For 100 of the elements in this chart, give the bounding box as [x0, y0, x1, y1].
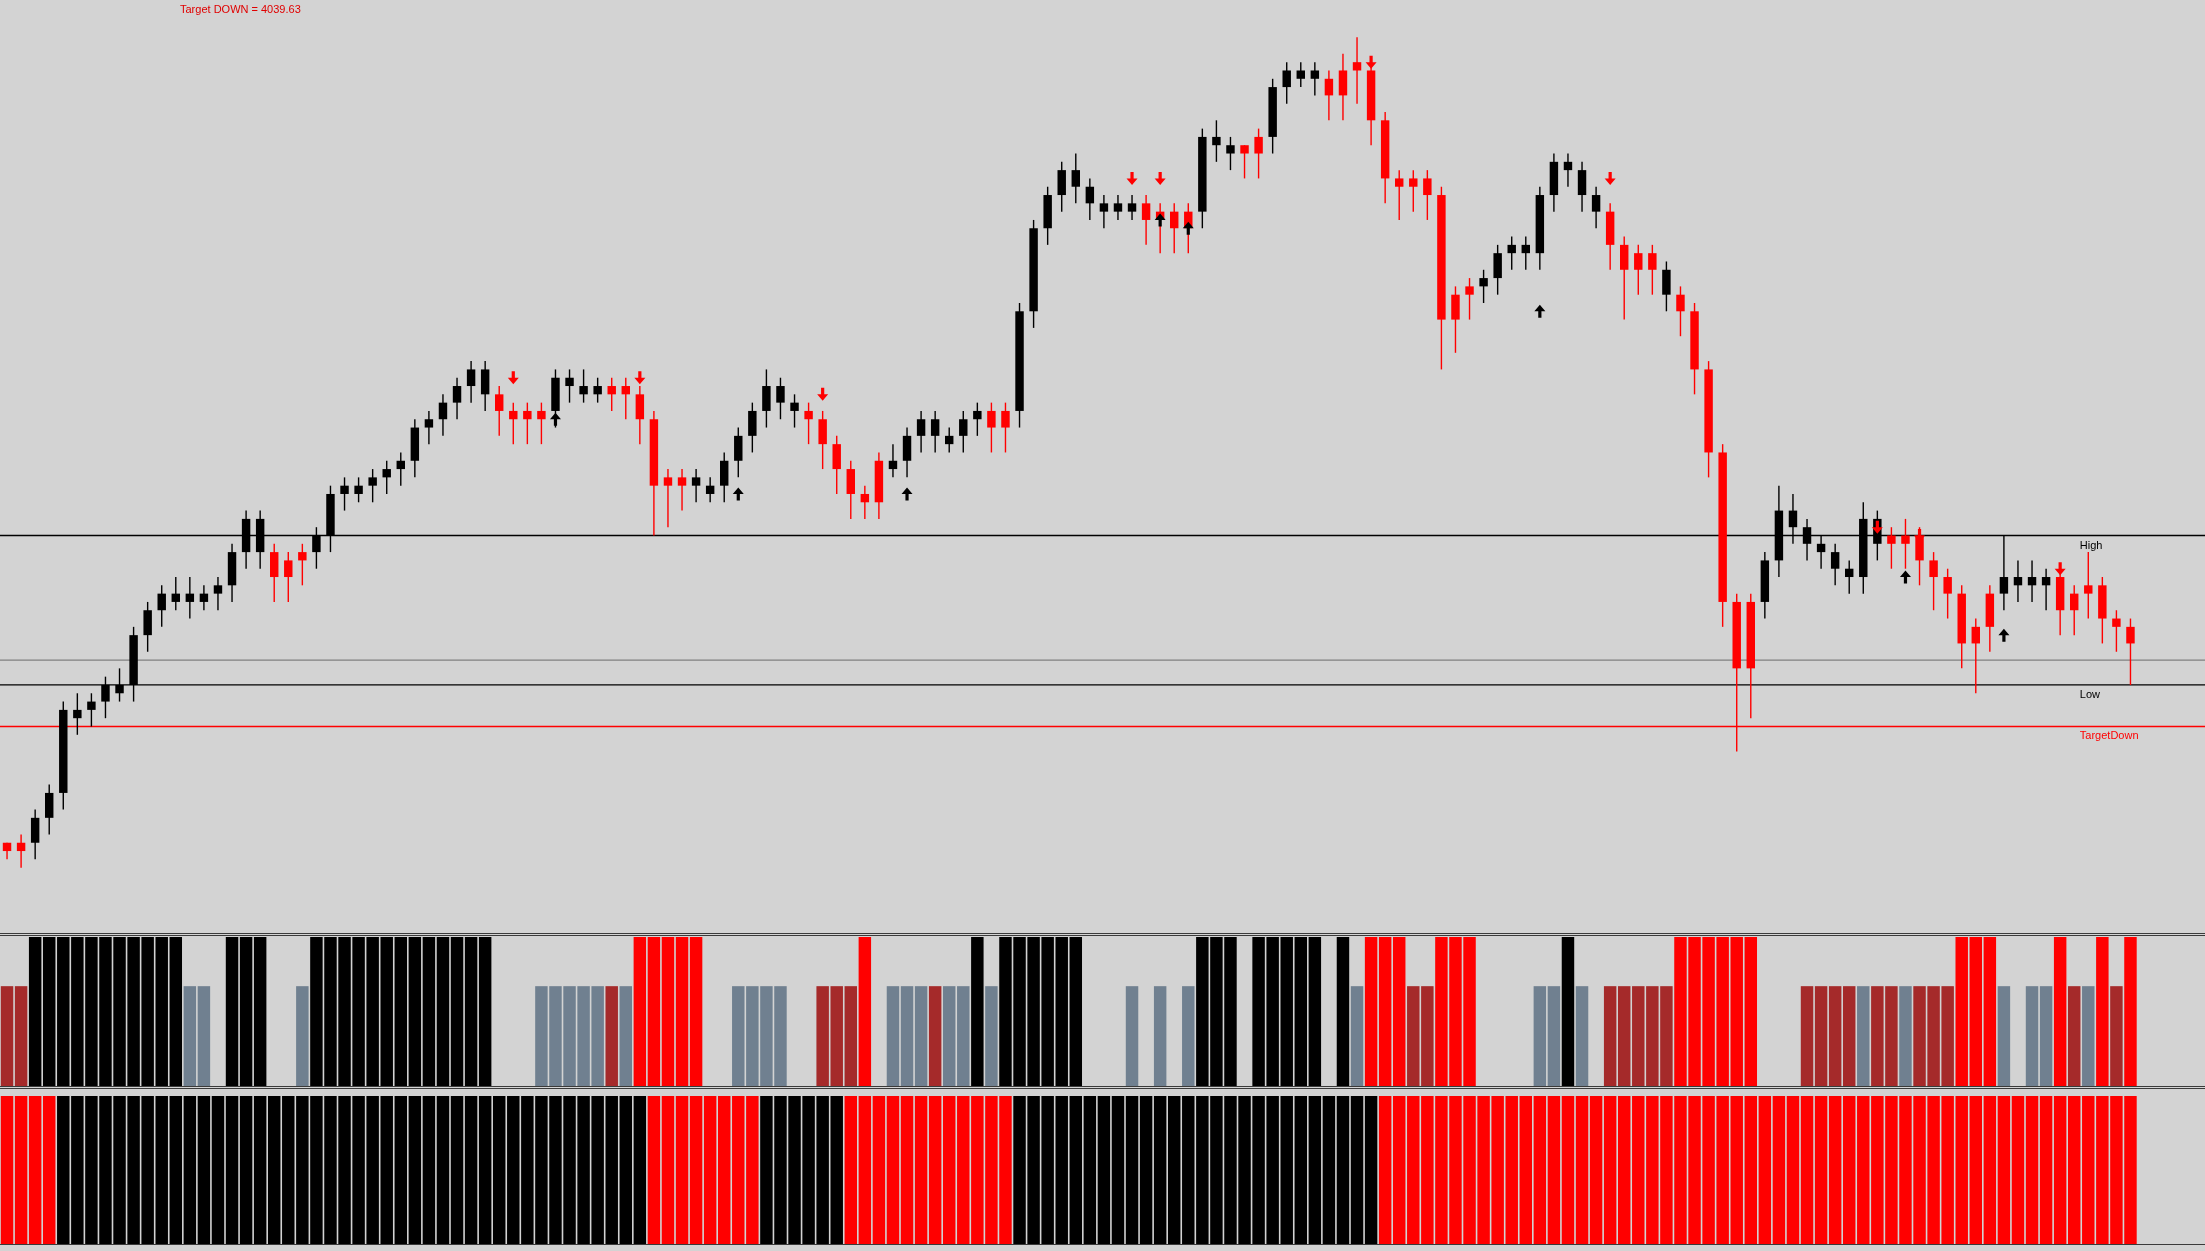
candlestick — [171, 576, 180, 611]
candlestick — [1845, 559, 1854, 595]
candlestick — [1676, 285, 1685, 337]
candlestick — [579, 368, 588, 404]
point — [549, 412, 561, 426]
candlestick — [1830, 543, 1840, 587]
point — [507, 371, 519, 385]
candlestick — [354, 476, 363, 503]
candlestick — [705, 476, 715, 503]
candlestick — [1310, 61, 1320, 97]
ref-line-label: TargetDown — [2079, 729, 2139, 742]
point — [901, 487, 913, 501]
candlestick — [2126, 617, 2135, 686]
candlestick — [945, 426, 954, 454]
candlestick — [973, 401, 982, 437]
candlestick — [1141, 194, 1151, 246]
candlestick — [1001, 401, 1010, 454]
candlestick — [593, 377, 602, 404]
candlestick — [2027, 559, 2037, 603]
candlestick — [916, 410, 926, 454]
candlestick — [1465, 277, 1474, 321]
candlestick — [1113, 194, 1123, 221]
candlestick — [1634, 244, 1643, 296]
candlestick — [87, 692, 96, 728]
candlestick — [2013, 559, 2023, 603]
candlestick — [1563, 152, 1573, 188]
candlestick — [509, 401, 518, 445]
candlestick — [677, 468, 687, 512]
candlestick — [438, 393, 448, 437]
candlestick — [1240, 144, 1249, 180]
candlestick — [987, 401, 996, 454]
candlestick — [1212, 119, 1221, 163]
candlestick — [495, 385, 504, 437]
candlestick — [1591, 186, 1601, 229]
candlestick — [340, 476, 349, 512]
candlestick — [16, 833, 26, 869]
candlestick — [1071, 152, 1080, 205]
candlestick — [1324, 69, 1334, 121]
candlestick — [185, 576, 195, 620]
candlestick — [284, 551, 293, 603]
candlestick — [298, 543, 307, 587]
text: Target DOWN = 4039.63 — [180, 3, 301, 15]
candlestick — [1479, 269, 1488, 304]
candlestick — [452, 377, 462, 420]
candlestick — [1971, 617, 1980, 694]
point — [1154, 171, 1166, 185]
candlestick — [1282, 61, 1291, 105]
candlestick — [1099, 194, 1109, 229]
point — [1154, 213, 1166, 227]
candlestick — [1170, 202, 1179, 254]
candlestick — [382, 460, 391, 495]
candlestick — [959, 410, 968, 454]
candlestick — [1423, 169, 1432, 221]
candlestick — [565, 368, 574, 404]
point — [1365, 55, 1377, 69]
candlestick — [776, 377, 785, 420]
candlestick — [424, 410, 434, 445]
ref-line-label: Low — [2079, 687, 2101, 700]
candlestick — [1929, 551, 1938, 611]
candlestick — [466, 360, 476, 404]
candlestick — [790, 393, 799, 429]
candlestick — [1395, 169, 1404, 221]
point — [1899, 570, 1911, 584]
candlestick — [2070, 584, 2079, 636]
candlestick — [1887, 526, 1896, 570]
candlestick — [1648, 244, 1657, 296]
candlestick — [2041, 568, 2051, 611]
candlestick — [199, 584, 209, 611]
candlestick — [663, 468, 673, 528]
candlestick — [804, 401, 813, 445]
point — [1604, 171, 1616, 185]
point — [732, 487, 744, 501]
point — [2054, 562, 2066, 576]
candlestick — [2084, 551, 2093, 620]
candlestick — [888, 443, 898, 479]
candlestick — [607, 377, 616, 412]
point — [1534, 304, 1546, 318]
candlestick — [1901, 518, 1910, 570]
candlestick — [1521, 235, 1530, 271]
ref-line-label: High — [2079, 538, 2103, 551]
point — [817, 387, 829, 401]
candlestick — [1127, 194, 1137, 221]
candlestick — [1507, 235, 1516, 271]
candlestick — [157, 584, 166, 628]
candlestick — [2112, 609, 2121, 653]
point — [1871, 520, 1883, 534]
point — [634, 371, 646, 385]
candlestick — [691, 468, 701, 503]
point — [1182, 221, 1194, 235]
candlestick — [213, 576, 223, 611]
point — [1126, 171, 1138, 185]
point — [1998, 628, 2010, 642]
candlestick — [1226, 136, 1235, 171]
candlestick — [396, 451, 405, 487]
candlestick — [621, 377, 630, 420]
candlestick — [1254, 127, 1263, 180]
candlestick — [1409, 169, 1418, 213]
candlestick — [73, 692, 82, 736]
candlestick — [930, 410, 940, 454]
candlestick — [1943, 568, 1952, 620]
